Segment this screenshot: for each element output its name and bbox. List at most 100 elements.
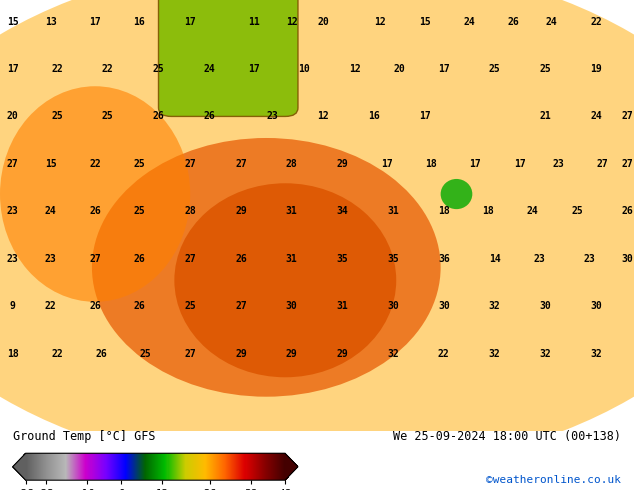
Text: 27: 27 <box>235 159 247 169</box>
Text: 17: 17 <box>184 17 196 26</box>
Text: 22: 22 <box>51 348 63 359</box>
Text: 18: 18 <box>425 159 437 169</box>
Text: 36: 36 <box>438 254 450 264</box>
Text: 32: 32 <box>489 348 500 359</box>
Text: 12: 12 <box>318 111 329 122</box>
Text: 23: 23 <box>7 254 18 264</box>
Ellipse shape <box>0 0 634 474</box>
Text: 25: 25 <box>51 111 63 122</box>
Text: 25: 25 <box>134 206 145 216</box>
Text: 31: 31 <box>286 254 297 264</box>
Text: 29: 29 <box>337 159 348 169</box>
Text: 22: 22 <box>438 348 450 359</box>
Text: 25: 25 <box>489 64 500 74</box>
Text: 11: 11 <box>248 17 259 26</box>
Text: 27: 27 <box>597 159 608 169</box>
Text: 26: 26 <box>89 206 101 216</box>
Ellipse shape <box>174 183 396 377</box>
Text: 10: 10 <box>299 64 310 74</box>
Text: 31: 31 <box>286 206 297 216</box>
Text: 29: 29 <box>235 348 247 359</box>
Text: 32: 32 <box>387 348 399 359</box>
Text: 23: 23 <box>533 254 545 264</box>
Text: 28: 28 <box>184 206 196 216</box>
Text: 32: 32 <box>489 301 500 311</box>
Text: 27: 27 <box>622 111 633 122</box>
Text: 17: 17 <box>89 17 101 26</box>
Text: 17: 17 <box>248 64 259 74</box>
Text: 28: 28 <box>286 159 297 169</box>
Text: 15: 15 <box>419 17 430 26</box>
Text: 12: 12 <box>375 17 386 26</box>
Text: 13: 13 <box>45 17 56 26</box>
PathPatch shape <box>13 453 25 480</box>
Text: Ground Temp [°C] GFS: Ground Temp [°C] GFS <box>13 430 155 443</box>
Text: 26: 26 <box>134 301 145 311</box>
Text: 23: 23 <box>7 206 18 216</box>
Text: 24: 24 <box>45 206 56 216</box>
Text: 30: 30 <box>387 301 399 311</box>
Ellipse shape <box>0 86 190 302</box>
Text: 19: 19 <box>590 64 602 74</box>
Ellipse shape <box>441 179 472 209</box>
Text: 27: 27 <box>89 254 101 264</box>
PathPatch shape <box>285 453 298 480</box>
Text: 26: 26 <box>204 111 215 122</box>
Text: 20: 20 <box>394 64 405 74</box>
Text: 35: 35 <box>387 254 399 264</box>
Text: 30: 30 <box>438 301 450 311</box>
FancyBboxPatch shape <box>158 0 298 117</box>
Text: 26: 26 <box>153 111 164 122</box>
Text: 27: 27 <box>7 159 18 169</box>
Text: 25: 25 <box>102 111 113 122</box>
Text: 25: 25 <box>134 159 145 169</box>
Text: 24: 24 <box>527 206 538 216</box>
Text: 31: 31 <box>337 301 348 311</box>
Text: 9: 9 <box>10 301 16 311</box>
Text: 16: 16 <box>368 111 380 122</box>
Text: 30: 30 <box>540 301 551 311</box>
Text: 24: 24 <box>204 64 215 74</box>
Text: 20: 20 <box>7 111 18 122</box>
Text: 18: 18 <box>482 206 494 216</box>
Text: 23: 23 <box>45 254 56 264</box>
Text: 30: 30 <box>286 301 297 311</box>
Text: 32: 32 <box>540 348 551 359</box>
Text: 22: 22 <box>51 64 63 74</box>
Text: 29: 29 <box>337 348 348 359</box>
Text: 23: 23 <box>584 254 595 264</box>
Ellipse shape <box>92 138 441 397</box>
Text: 17: 17 <box>438 64 450 74</box>
Text: 34: 34 <box>337 206 348 216</box>
Text: 22: 22 <box>102 64 113 74</box>
Text: 15: 15 <box>45 159 56 169</box>
Text: 30: 30 <box>622 254 633 264</box>
Text: 18: 18 <box>438 206 450 216</box>
Text: 29: 29 <box>286 348 297 359</box>
Text: 14: 14 <box>489 254 500 264</box>
Text: 12: 12 <box>286 17 297 26</box>
Text: 27: 27 <box>184 254 196 264</box>
Text: 12: 12 <box>349 64 361 74</box>
Text: 24: 24 <box>463 17 475 26</box>
Text: 26: 26 <box>235 254 247 264</box>
Text: 29: 29 <box>235 206 247 216</box>
Text: 25: 25 <box>540 64 551 74</box>
Text: 26: 26 <box>134 254 145 264</box>
Text: We 25-09-2024 18:00 UTC (00+138): We 25-09-2024 18:00 UTC (00+138) <box>393 430 621 443</box>
Text: 17: 17 <box>470 159 481 169</box>
Text: 20: 20 <box>318 17 329 26</box>
Text: 26: 26 <box>96 348 107 359</box>
Text: 17: 17 <box>7 64 18 74</box>
Text: 25: 25 <box>571 206 583 216</box>
Text: 25: 25 <box>184 301 196 311</box>
Text: 24: 24 <box>546 17 557 26</box>
Text: 27: 27 <box>235 301 247 311</box>
Text: 15: 15 <box>7 17 18 26</box>
Text: 26: 26 <box>89 301 101 311</box>
Text: 18: 18 <box>7 348 18 359</box>
Text: 27: 27 <box>184 348 196 359</box>
Text: 25: 25 <box>140 348 152 359</box>
Text: 27: 27 <box>622 159 633 169</box>
Text: 25: 25 <box>153 64 164 74</box>
